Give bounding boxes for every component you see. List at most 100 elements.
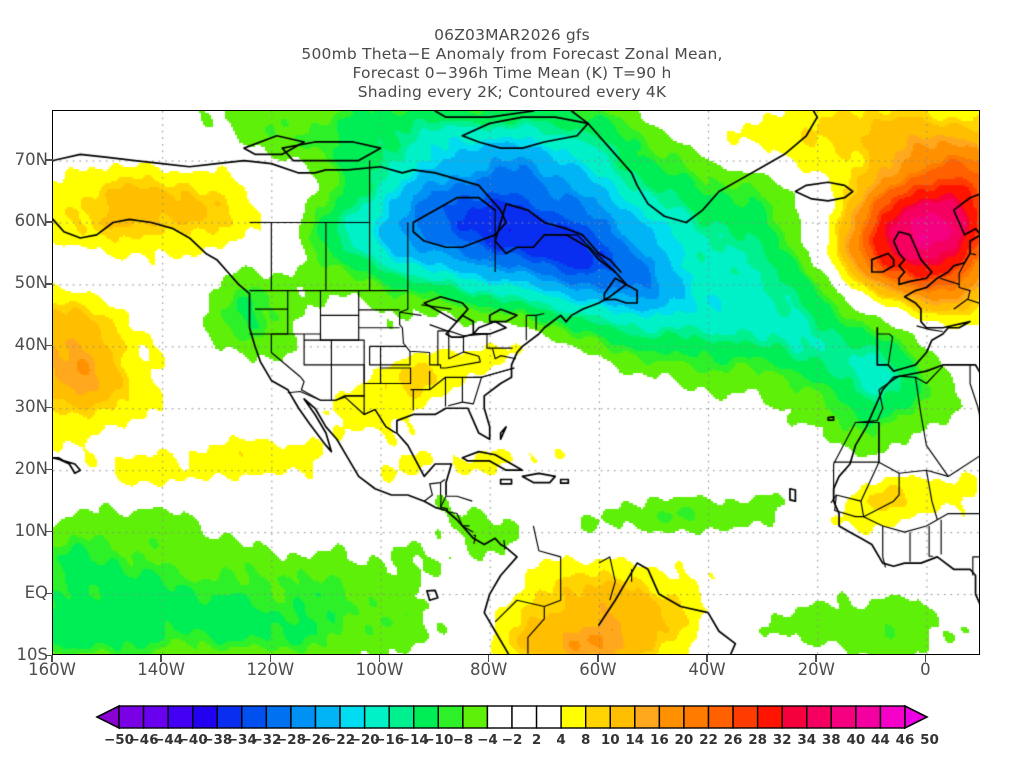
colorbar-tick-label: 8: [580, 732, 591, 748]
colorbar-swatch: [855, 705, 882, 729]
colorbar-tick-label: −8: [452, 732, 474, 748]
lat-tick-mark: [45, 344, 53, 347]
lon-tick-label: 20W: [797, 660, 835, 679]
colorbar-tick-label: −2: [501, 732, 523, 748]
colorbar-tick-label: −40: [177, 732, 208, 748]
lon-tick-label: 80W: [470, 660, 508, 679]
lon-tick-mark: [269, 655, 272, 662]
colorbar-tick-label: 16: [649, 732, 669, 748]
colorbar-tick-label: 28: [748, 732, 768, 748]
map-plot-area: [52, 110, 980, 655]
colorbar-tick-label: 20: [674, 732, 694, 748]
chart-title-block: 06Z03MAR2026 gfs 500mb Theta−E Anomaly f…: [0, 26, 1024, 102]
title-line-2: 500mb Theta−E Anomaly from Forecast Zona…: [301, 45, 723, 63]
colorbar-tick-label: −4: [477, 732, 498, 748]
colorbar-swatch: [142, 705, 169, 729]
colorbar-swatch: [511, 705, 538, 729]
lon-tick-mark: [487, 655, 490, 662]
colorbar-tick-label: 14: [625, 732, 645, 748]
colorbar-over-arrow: [904, 704, 929, 730]
colorbar-swatch: [707, 705, 734, 729]
title-line-3: Forecast 0−396h Time Mean (K) T=90 h: [352, 64, 672, 82]
lat-tick-mark: [45, 468, 53, 471]
colorbar-tick-label: 38: [821, 732, 841, 748]
lat-tick-label: EQ: [24, 583, 48, 603]
colorbar-swatch: [781, 705, 808, 729]
lat-tick-mark: [45, 406, 53, 409]
lat-tick-mark: [45, 159, 53, 161]
lon-tick-label: 140W: [137, 660, 186, 679]
colorbar-swatch: [609, 705, 636, 729]
colorbar-tick-label: −10: [423, 732, 454, 748]
colorbar-tick-label: −44: [153, 732, 184, 748]
lat-tick-label: 10N: [14, 521, 48, 541]
colorbar-tick-label: 26: [723, 732, 743, 748]
colorbar-swatch: [634, 705, 661, 729]
colorbar-tick-label: 50: [920, 732, 939, 748]
colorbar-tick-label: −32: [251, 732, 282, 748]
colorbar-swatch: [560, 705, 587, 729]
lat-tick-mark: [45, 220, 53, 223]
colorbar-tick-label: 34: [797, 732, 817, 748]
lon-tick-mark: [706, 655, 708, 662]
colorbar-swatch: [363, 705, 390, 729]
colorbar-swatch: [167, 705, 194, 729]
colorbar-swatch: [191, 705, 218, 729]
title-line-1: 06Z03MAR2026 gfs: [434, 26, 590, 44]
lat-tick-label: 50N: [14, 273, 48, 293]
lat-tick-label: 30N: [14, 397, 48, 417]
lat-tick-label: 10S: [16, 645, 48, 664]
colorbar-tick-label: −16: [374, 732, 405, 748]
lat-tick-mark: [45, 654, 53, 657]
colorbar: −50 −46 −44 −40 −38 −34 −32 −28 −26 −22 −20 −16 −14−…: [0, 700, 1024, 760]
lon-tick-label: 120W: [246, 660, 295, 679]
colorbar-under-arrow: [95, 704, 120, 730]
lat-tick-label: 70N: [14, 149, 48, 169]
lon-tick-mark: [924, 655, 927, 662]
colorbar-swatch: [683, 705, 710, 729]
colorbar-swatch: [290, 705, 317, 729]
colorbar-swatch: [216, 705, 243, 729]
colorbar-tick-label: −20: [349, 732, 380, 748]
colorbar-swatch: [535, 705, 562, 729]
colorbar-swatch: [830, 705, 857, 729]
colorbar-swatch: [584, 705, 611, 729]
colorbar-tick-label: −34: [226, 732, 257, 748]
colorbar-swatch: [388, 705, 415, 729]
colorbar-tick-label: −50: [103, 732, 135, 748]
anomaly-shading-canvas: [53, 111, 979, 654]
colorbar-tick-label: −26: [300, 732, 331, 748]
colorbar-tick-label: −22: [325, 732, 356, 748]
colorbar-swatch: [413, 705, 440, 729]
colorbar-tick-label: −14: [398, 732, 429, 748]
colorbar-swatch: [265, 705, 292, 729]
colorbar-tick-label: 2: [531, 732, 542, 748]
colorbar-tick-label: 10: [600, 732, 620, 748]
title-line-4: Shading every 2K; Contoured every 4K: [357, 83, 667, 101]
colorbar-tick-label: 44: [871, 732, 890, 748]
colorbar-swatch: [462, 705, 489, 729]
lon-tick-mark: [597, 655, 599, 662]
lon-tick-mark: [378, 655, 381, 662]
colorbar-tick-label: −28: [275, 732, 306, 748]
colorbar-tick-label: 32: [772, 732, 792, 748]
lon-tick-mark: [815, 655, 818, 662]
colorbar-swatch: [241, 705, 268, 729]
lon-tick-mark: [160, 655, 162, 662]
lat-tick-label: 60N: [14, 211, 48, 231]
lat-tick-label: 40N: [14, 335, 48, 355]
colorbar-swatch: [879, 705, 906, 729]
lon-tick-label: 100W: [355, 660, 404, 679]
lon-tick-label: 0: [920, 660, 931, 679]
lon-tick-mark: [51, 655, 53, 662]
lat-tick-mark: [45, 592, 53, 595]
colorbar-swatch: [732, 705, 759, 729]
lat-tick-label: 20N: [14, 459, 48, 479]
colorbar-swatch: [658, 705, 685, 729]
colorbar-tick-label: −38: [202, 732, 233, 748]
colorbar-swatch: [806, 705, 833, 729]
colorbar-swatch: [314, 705, 341, 729]
colorbar-swatch: [486, 705, 513, 729]
colorbar-swatch: [339, 705, 366, 729]
